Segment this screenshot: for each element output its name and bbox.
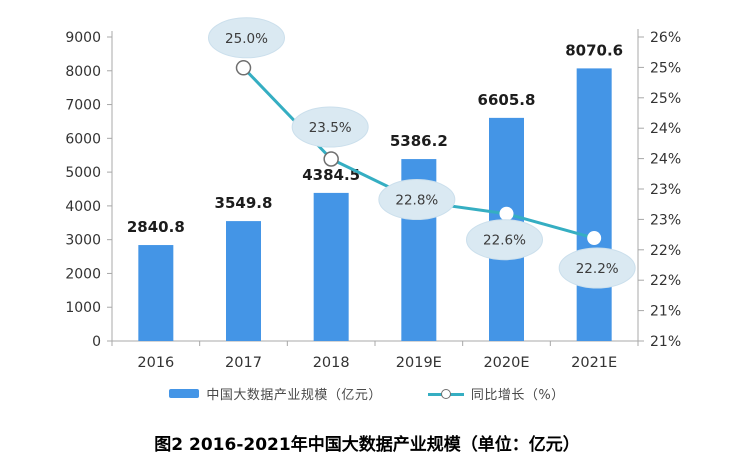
y-axis-left-tick-label: 9000 [65, 30, 101, 46]
bar-value-label: 3549.8 [215, 194, 273, 212]
bar-value-label: 8070.6 [565, 41, 623, 59]
growth-callout-bubble [291, 106, 369, 148]
growth-callout-label: 22.8% [395, 193, 438, 209]
legend-line-label: 同比增长（%） [470, 388, 565, 403]
y-axis-right-tick-label: 24% [650, 121, 681, 137]
y-axis-left-tick-label: 3000 [65, 233, 101, 249]
bar-value-label: 2840.8 [127, 218, 185, 236]
bar-value-label: 5386.2 [390, 132, 448, 150]
bar-2018 [313, 192, 349, 341]
y-axis-left-tick-label: 4000 [65, 199, 101, 215]
bar-series-swatch-icon [169, 389, 200, 398]
line-marker-2017 [235, 60, 252, 76]
figure-caption: 图2 2016-2021年中国大数据产业规模（单位：亿元） [154, 435, 580, 455]
y-axis-left-tick-label: 0 [92, 334, 101, 350]
x-axis-category-label: 2021E [571, 355, 617, 371]
y-axis-right-tick-label: 23% [650, 212, 681, 228]
bar-value-label: 6605.8 [478, 91, 536, 109]
y-axis-left-tick-label: 7000 [65, 98, 101, 114]
y-axis-right-tick-label: 21% [650, 304, 681, 320]
y-axis-right-tick-label: 23% [650, 182, 681, 198]
y-axis-left-tick-label: 2000 [65, 266, 101, 282]
bar-value-label: 4384.5 [302, 166, 360, 184]
y-axis-right-tick-label: 21% [650, 334, 681, 350]
x-axis-category-label: 2016 [137, 355, 174, 371]
y-axis-right-tick-label: 25% [650, 91, 681, 107]
line-swatch-marker-icon [440, 388, 451, 399]
growth-callout-bubble [558, 247, 636, 289]
line-series-swatch-icon [427, 388, 464, 400]
growth-callout-label: 22.6% [483, 233, 526, 249]
bar-2017 [226, 221, 261, 341]
y-axis-right-tick-label: 25% [650, 60, 681, 76]
line-marker-2021E [587, 231, 602, 246]
x-axis-category-label: 2019E [396, 355, 442, 371]
y-axis-right-tick-label: 26% [650, 30, 681, 46]
growth-callout-bubble [208, 17, 285, 59]
growth-callout-label: 22.2% [576, 261, 619, 277]
growth-callout-bubble [466, 219, 543, 261]
line-marker-2020E [499, 206, 514, 221]
combo-chart-canvas: 9000 8000 7000 6000 5000 4000 3000 2000 1000 0 26%… [65, 17, 681, 371]
y-axis-left-tick-label: 1000 [65, 300, 101, 316]
growth-callout-label: 25.0% [225, 31, 268, 47]
legend-item-line-series: 同比增长（%） [427, 384, 565, 403]
x-axis-category-label: 2018 [313, 355, 350, 371]
bar-2021E [576, 68, 612, 341]
x-axis-category-label: 2020E [483, 355, 529, 371]
y-axis-left-tick-label: 6000 [65, 131, 101, 147]
y-axis-left-tick-label: 5000 [65, 165, 101, 181]
line-marker-2018 [323, 151, 339, 167]
bar-2016 [138, 245, 174, 341]
y-axis-right-tick-label: 22% [650, 243, 681, 259]
x-axis-category-label: 2017 [225, 355, 262, 371]
growth-callout-bubble [378, 179, 456, 221]
y-axis-left-tick-label: 8000 [65, 64, 101, 80]
y-axis-right-tick-label: 24% [650, 152, 681, 168]
legend-bar-label: 中国大数据产业规模（亿元） [206, 388, 382, 403]
chart-legend: 中国大数据产业规模（亿元） 同比增长（%） [0, 384, 734, 403]
growth-callout-label: 23.5% [309, 120, 352, 136]
legend-item-bar-series: 中国大数据产业规模（亿元） [169, 384, 382, 403]
y-axis-right-tick-label: 22% [650, 273, 681, 289]
